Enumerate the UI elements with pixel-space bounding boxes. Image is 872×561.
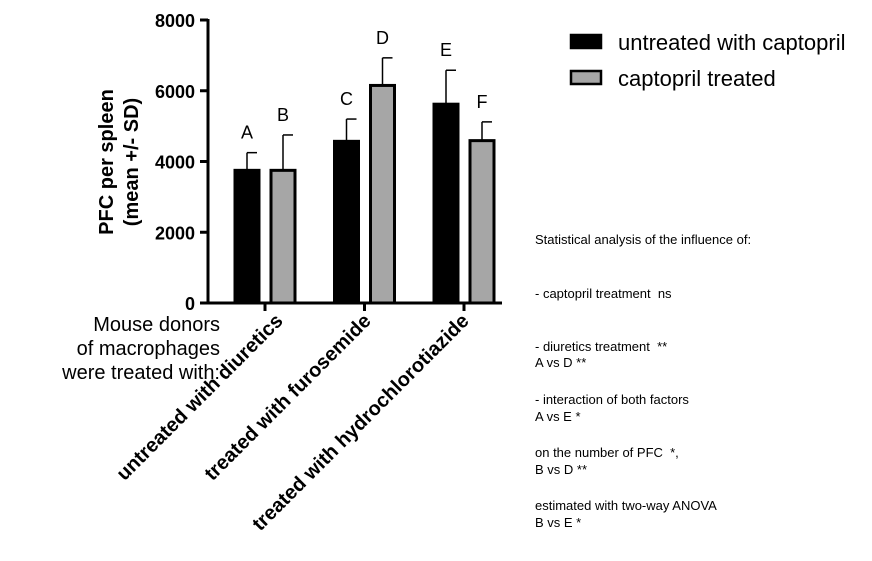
legend-swatch bbox=[569, 69, 603, 86]
bar-letter-label: C bbox=[340, 89, 353, 109]
bar-letter-label: A bbox=[241, 123, 253, 143]
bar-letter-label: B bbox=[277, 105, 289, 125]
statistics-line: - diuretics treatment ** bbox=[535, 338, 668, 354]
comparison-line: B vs E * bbox=[535, 514, 582, 530]
x-category-label: treated with furosemide bbox=[200, 310, 375, 485]
bar bbox=[333, 139, 360, 305]
treatment-caption-line: of macrophages bbox=[76, 338, 220, 360]
comparison-line: B vs D ** bbox=[535, 461, 588, 477]
comparison-line: A vs D ** bbox=[535, 355, 587, 371]
statistics-note: Statistical analysis of the influence of… bbox=[535, 196, 751, 532]
treatment-caption: Mouse donors of macrophages were treated… bbox=[20, 313, 220, 385]
y-tick-label: 8000 bbox=[155, 11, 195, 31]
treatment-caption-line: were treated with: bbox=[62, 362, 220, 384]
y-axis-title: PFC per spleen bbox=[96, 89, 118, 235]
bar bbox=[432, 102, 460, 305]
y-tick-label: 6000 bbox=[155, 82, 195, 102]
legend-swatch bbox=[569, 33, 603, 50]
statistics-line: - interaction of both factors bbox=[535, 391, 689, 407]
y-tick-label: 4000 bbox=[155, 153, 195, 173]
comparison-line: A vs E * bbox=[535, 408, 581, 424]
x-category-label: treated with hydrochlorotiazide bbox=[248, 310, 473, 535]
comparisons-note: A vs D ** A vs E * B vs D ** B vs E * bbox=[535, 319, 587, 549]
statistics-line: estimated with two-way ANOVA bbox=[535, 497, 717, 513]
bar bbox=[233, 168, 261, 305]
bar-letter-label: D bbox=[376, 28, 389, 48]
statistics-line: - captopril treatment ns bbox=[535, 285, 672, 301]
bar bbox=[468, 139, 496, 305]
statistics-line: Statistical analysis of the influence of… bbox=[535, 232, 752, 248]
bar-letter-label: F bbox=[477, 92, 488, 112]
bar bbox=[369, 83, 396, 305]
bar-letter-label: E bbox=[440, 40, 452, 60]
bar bbox=[269, 168, 297, 305]
treatment-caption-line: Mouse donors bbox=[93, 314, 220, 336]
y-tick-label: 2000 bbox=[155, 223, 195, 243]
y-axis-title: (mean +/- SD) bbox=[121, 98, 143, 226]
y-tick-label: 0 bbox=[185, 294, 195, 314]
legend-label: untreated with captopril bbox=[618, 30, 845, 55]
legend-label: captopril treated bbox=[618, 66, 776, 91]
statistics-line: on the number of PFC *, bbox=[535, 444, 679, 460]
